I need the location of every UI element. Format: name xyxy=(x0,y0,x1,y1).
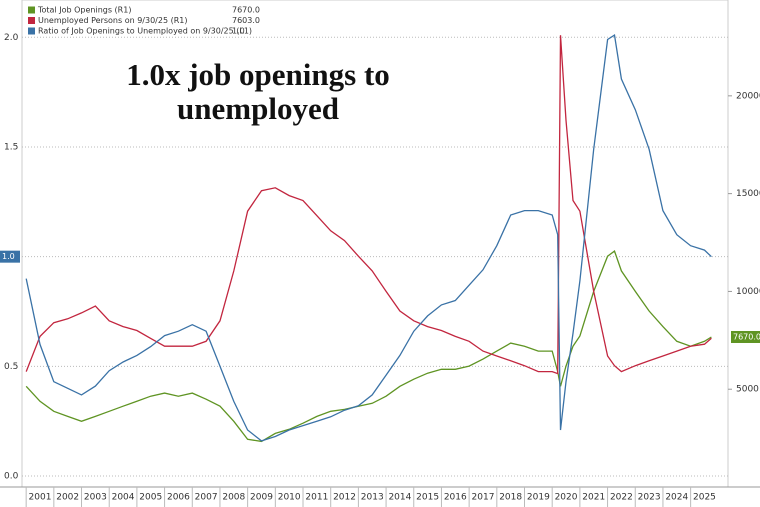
legend-swatch xyxy=(28,6,35,14)
y-tick-label: 0.0 xyxy=(4,472,19,482)
annotation: 1.0x job openings to xyxy=(126,57,390,92)
x-tick-label: 2023 xyxy=(638,493,661,503)
x-tick-label: 2009 xyxy=(250,493,273,503)
x-tick-label: 2006 xyxy=(167,493,190,503)
x-tick-label: 2002 xyxy=(56,493,79,503)
legend-value: 7603.0 xyxy=(232,16,260,25)
x-tick-label: 2018 xyxy=(499,493,522,503)
x-tick-label: 2024 xyxy=(665,493,688,503)
x-tick-label: 2014 xyxy=(388,493,411,503)
legend-label: Total Job Openings (R1) xyxy=(37,6,131,15)
x-tick-label: 2016 xyxy=(444,493,467,503)
legend-value: 1.0 xyxy=(232,27,245,36)
legend-swatch xyxy=(28,27,35,35)
series-line xyxy=(25,250,712,443)
y2-tick-label: 20000 xyxy=(736,91,760,101)
annotation: unemployed xyxy=(177,91,339,126)
x-tick-label: 2025 xyxy=(693,493,716,503)
x-tick-label: 2011 xyxy=(305,493,328,503)
x-tick-label: 2001 xyxy=(29,493,52,503)
x-tick-label: 2019 xyxy=(527,493,550,503)
x-tick-label: 2013 xyxy=(361,493,384,503)
x-tick-label: 2022 xyxy=(610,493,633,503)
x-tick-label: 2021 xyxy=(582,493,605,503)
value-box xyxy=(731,330,760,343)
x-tick-label: 2007 xyxy=(195,493,218,503)
plot-area xyxy=(21,0,729,488)
legend-swatch xyxy=(28,17,35,24)
series-line xyxy=(25,34,712,442)
x-tick-label: 2005 xyxy=(139,493,162,503)
x-tick-label: 2008 xyxy=(222,493,245,503)
legend-label: Ratio of Job Openings to Unemployed on 9… xyxy=(38,27,252,36)
x-tick-label: 2004 xyxy=(112,493,135,503)
x-tick-label: 2015 xyxy=(416,493,439,503)
y-tick-label: 0.5 xyxy=(4,362,18,372)
legend-value: 7670.0 xyxy=(232,6,260,15)
y2-tick-label: 15000 xyxy=(736,189,760,199)
value-box-label: 1.0 xyxy=(2,252,15,261)
legend-label: Unemployed Persons on 9/30/25 (R1) xyxy=(38,16,188,25)
y2-tick-label: 10000 xyxy=(736,287,760,297)
value-box xyxy=(0,250,20,263)
value-box-label: 7670.0 xyxy=(733,332,760,341)
y-tick-label: 2.0 xyxy=(4,33,19,43)
y2-tick-label: 5000 xyxy=(736,385,759,395)
x-tick-label: 2012 xyxy=(333,493,356,503)
y-tick-label: 1.5 xyxy=(4,142,18,152)
series-line xyxy=(25,35,712,375)
x-tick-label: 2020 xyxy=(555,493,578,503)
x-tick-label: 2010 xyxy=(278,493,301,503)
x-tick-label: 2017 xyxy=(472,493,495,503)
x-tick-label: 2003 xyxy=(84,493,107,503)
